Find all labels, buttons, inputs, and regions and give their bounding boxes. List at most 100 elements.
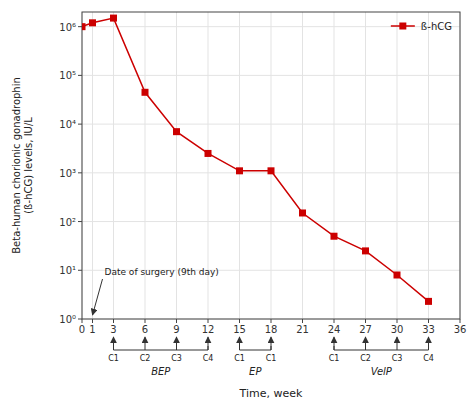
data-point xyxy=(82,23,86,30)
cycle-arrow xyxy=(271,337,272,350)
cycle-label: C3 xyxy=(171,354,182,363)
data-point xyxy=(331,233,338,240)
data-point xyxy=(362,247,369,254)
group-bracket xyxy=(334,350,429,351)
cycle-label: C1 xyxy=(329,354,340,363)
cycle-arrow xyxy=(365,337,366,350)
data-point xyxy=(142,89,149,96)
plot-area xyxy=(82,15,432,305)
cycle-arrow xyxy=(397,337,398,350)
cycle-label: C1 xyxy=(108,354,119,363)
data-point xyxy=(205,150,212,157)
x-tick xyxy=(239,319,240,323)
x-axis-label: Time, week xyxy=(239,387,303,400)
plot-frame xyxy=(82,12,460,319)
group-label: BEP xyxy=(151,366,171,377)
group-label: VelP xyxy=(371,366,393,377)
y-axis-label-line: (ß-hCG) levels, IU/L xyxy=(23,117,34,214)
y-tick xyxy=(78,26,82,27)
x-tick xyxy=(365,319,366,323)
x-tick-label: 21 xyxy=(296,324,309,335)
x-grid-line xyxy=(302,12,303,319)
data-point xyxy=(173,128,180,135)
treatment-group: C1C2C3C4BEP xyxy=(108,337,213,377)
annotation: Date of surgery (9th day) xyxy=(93,267,219,315)
y-tick-label: 10⁵ xyxy=(59,70,76,81)
y-tick-label: 10¹ xyxy=(59,265,76,276)
x-tick-label: 9 xyxy=(173,324,179,335)
y-tick-label: 10⁶ xyxy=(59,22,76,33)
cycle-label: C2 xyxy=(360,354,371,363)
x-tick xyxy=(334,319,335,323)
x-tick xyxy=(271,319,272,323)
x-grid-line xyxy=(92,12,93,319)
x-grid-line xyxy=(428,12,429,319)
cycle-label: C1 xyxy=(234,354,245,363)
treatment-group: C1 C1 EP xyxy=(234,337,276,377)
cycle-arrow xyxy=(176,337,177,350)
cycle-arrow xyxy=(239,337,240,350)
x-tick xyxy=(208,319,209,323)
x-tick-label: 3 xyxy=(110,324,116,335)
y-tick-label: 10⁰ xyxy=(59,314,76,325)
data-point xyxy=(299,209,306,216)
cycle-label: C4 xyxy=(423,354,434,363)
legend: ß-hCG xyxy=(391,21,452,32)
data-point xyxy=(425,298,432,305)
x-tick-label: 1 xyxy=(89,324,95,335)
group-bracket xyxy=(240,350,272,351)
x-tick-label: 18 xyxy=(265,324,278,335)
x-tick xyxy=(113,319,114,323)
x-tick-label: 0 xyxy=(79,324,85,335)
x-tick-label: 12 xyxy=(202,324,215,335)
cycle-label: C3 xyxy=(392,354,403,363)
cycle-arrow xyxy=(428,337,429,350)
x-tick-label: 27 xyxy=(359,324,372,335)
x-tick-label: 15 xyxy=(233,324,246,335)
treatment-group: C1 C2 C3 C4 VelP xyxy=(329,337,434,377)
group-label: EP xyxy=(249,366,262,377)
legend-marker xyxy=(399,23,406,30)
x-tick-label: 6 xyxy=(142,324,148,335)
annotation-text: Date of surgery (9th day) xyxy=(105,267,219,277)
group-bracket xyxy=(114,350,209,351)
y-axis-label: Beta-human chorionic gonadrophin(ß-hCG) … xyxy=(11,77,34,254)
x-tick xyxy=(145,319,146,323)
legend-label: ß-hCG xyxy=(421,21,452,32)
y-tick xyxy=(78,75,82,76)
cycle-label: C4 xyxy=(203,354,214,363)
cycle-arrow xyxy=(208,337,209,350)
y-axis-label-line: Beta-human chorionic gonadrophin xyxy=(11,77,22,254)
axes: 10⁰10¹10²10³10⁴10⁵10⁶0136912151821242730… xyxy=(59,22,466,335)
x-tick xyxy=(428,319,429,323)
data-point xyxy=(236,167,243,174)
x-tick xyxy=(176,319,177,323)
y-tick-label: 10³ xyxy=(59,168,76,179)
y-tick-label: 10² xyxy=(59,217,76,228)
x-tick xyxy=(82,319,83,323)
cycle-arrow xyxy=(145,337,146,350)
x-tick-label: 24 xyxy=(328,324,341,335)
data-point xyxy=(89,19,96,26)
data-point xyxy=(268,167,275,174)
chart: 10⁰10¹10²10³10⁴10⁵10⁶0136912151821242730… xyxy=(0,0,474,409)
x-grid-line xyxy=(334,12,335,319)
cycle-arrow xyxy=(334,337,335,350)
x-grid-line xyxy=(271,12,272,319)
y-tick xyxy=(78,124,82,125)
y-tick xyxy=(78,270,82,271)
x-tick-label: 30 xyxy=(391,324,404,335)
data-point xyxy=(110,15,117,22)
annotation-arrow xyxy=(93,279,103,315)
cycle-label: C1 xyxy=(266,354,277,363)
y-tick xyxy=(78,221,82,222)
x-tick-label: 36 xyxy=(454,324,467,335)
x-grid-line xyxy=(239,12,240,319)
y-tick-label: 10⁴ xyxy=(59,119,76,130)
x-tick xyxy=(92,319,93,323)
data-point xyxy=(394,271,401,278)
x-grid-line xyxy=(365,12,366,319)
x-tick xyxy=(397,319,398,323)
series-line xyxy=(82,18,429,301)
cycle-arrow xyxy=(113,337,114,350)
